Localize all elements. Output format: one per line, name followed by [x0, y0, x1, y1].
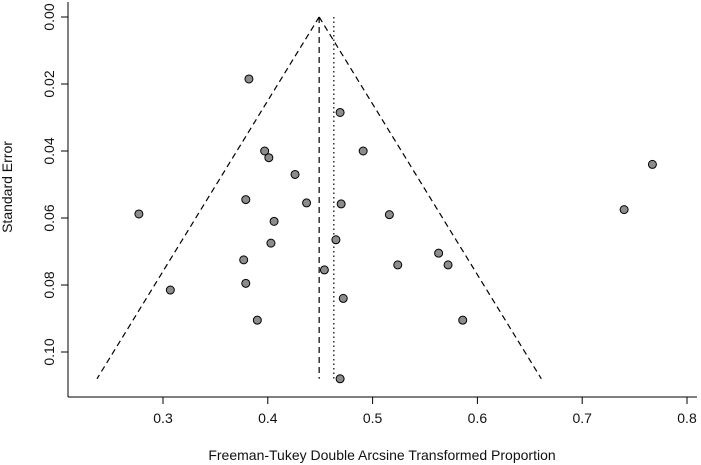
study-point	[647, 159, 657, 169]
study-point	[290, 169, 300, 179]
study-point	[266, 238, 276, 248]
y-tick-label: 0.00	[41, 3, 57, 30]
study-point	[241, 278, 251, 288]
study-point	[239, 255, 249, 265]
plot-area	[96, 16, 657, 384]
study-point	[252, 315, 262, 325]
study-point	[269, 216, 279, 226]
x-tick-label: 0.5	[363, 410, 383, 426]
y-tick-label: 0.08	[41, 271, 57, 298]
study-point	[443, 260, 453, 270]
y-tick-label: 0.02	[41, 70, 57, 97]
study-point	[434, 248, 444, 258]
study-point	[458, 315, 468, 325]
y-tick-label: 0.06	[41, 204, 57, 231]
study-point	[331, 235, 341, 245]
y-tick-label: 0.10	[41, 338, 57, 365]
funnel-right-boundary	[318, 16, 542, 380]
y-axis-title: Standard Error	[0, 141, 15, 233]
x-axis-title: Freeman-Tukey Double Arcsine Transformed…	[208, 447, 555, 463]
study-point	[165, 285, 175, 295]
study-point	[244, 74, 254, 84]
study-point	[619, 205, 629, 215]
study-point	[335, 107, 345, 117]
study-point	[134, 209, 144, 219]
study-point	[302, 198, 312, 208]
x-tick-label: 0.8	[677, 410, 697, 426]
study-point	[264, 153, 274, 163]
axes: 0.3 0.4 0.5 0.6 0.7 0.8 0.00 0.02 0.04 0.06 0.08 0.…	[41, 2, 697, 426]
study-point	[260, 146, 270, 156]
x-tick-label: 0.6	[468, 410, 488, 426]
study-point	[336, 199, 346, 209]
x-tick-label: 0.3	[153, 410, 173, 426]
study-point	[358, 146, 368, 156]
y-tick-label: 0.04	[41, 137, 57, 164]
study-point	[338, 293, 348, 303]
x-tick-label: 0.4	[258, 410, 278, 426]
study-point	[335, 374, 345, 384]
study-point	[384, 210, 394, 220]
funnel-left-boundary	[96, 16, 320, 380]
study-point	[393, 260, 403, 270]
study-point	[241, 195, 251, 205]
study-point	[319, 265, 329, 275]
x-tick-label: 0.7	[572, 410, 592, 426]
